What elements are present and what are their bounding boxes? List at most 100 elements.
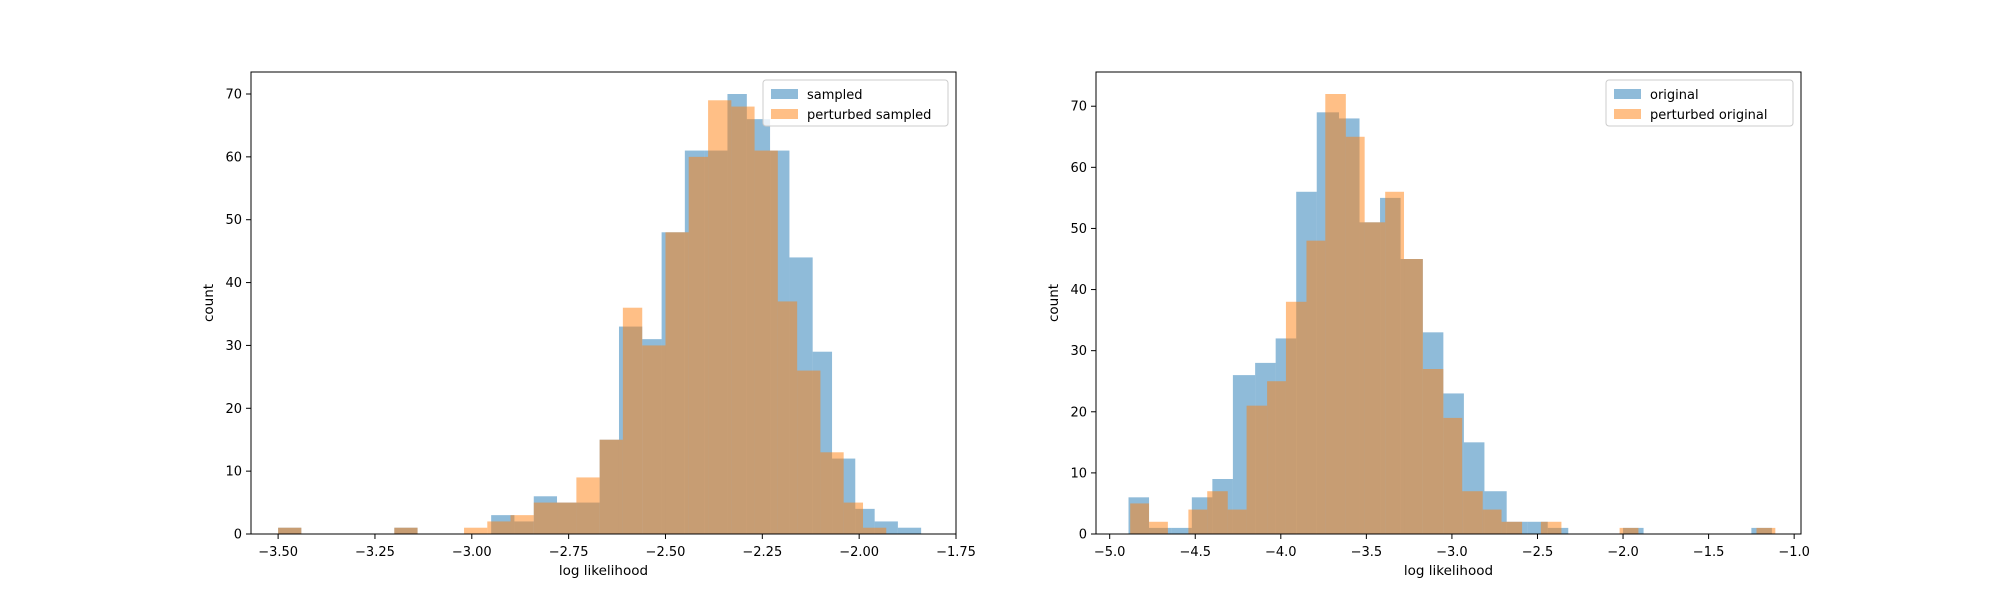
legend: original perturbed original <box>1605 79 1794 127</box>
axes-frame <box>1095 71 1802 535</box>
histogram-bar <box>777 301 798 534</box>
histogram-bar <box>1462 491 1483 534</box>
histogram-bar <box>731 106 755 534</box>
y-tick-label: 40 <box>1070 283 1087 298</box>
histogram-bar <box>1619 527 1639 534</box>
legend-entry: perturbed sampled <box>807 108 931 123</box>
histogram-bar <box>1227 509 1247 534</box>
histogram-bar <box>1756 527 1776 534</box>
x-tick-label: −4.5 <box>1179 545 1211 560</box>
chart-panel-1: −3.50 −3.25 −3.00 −2.75 −2.50 −2.25 −2.00 −1.75… <box>201 71 976 579</box>
histogram-bar <box>557 502 577 534</box>
x-tick-label: −4.0 <box>1265 545 1297 560</box>
histogram-bar <box>665 232 689 535</box>
histogram-bar <box>1207 491 1228 534</box>
y-axis-label: count <box>201 284 217 322</box>
histogram-bar <box>642 345 666 534</box>
legend: sampled perturbed sampled <box>762 79 949 127</box>
x-tick-label: −1.0 <box>1778 545 1810 560</box>
y-tick-label: 50 <box>225 213 242 228</box>
legend-box <box>1605 79 1794 127</box>
y-tick-label: 10 <box>225 465 242 480</box>
legend-swatch <box>771 89 798 99</box>
histogram-bar <box>1149 521 1168 534</box>
histogram-bar <box>1404 259 1423 534</box>
series-2 <box>278 100 887 535</box>
histogram-bar <box>1422 369 1444 534</box>
y-tick-label: 60 <box>1070 161 1087 176</box>
histogram-bar <box>688 156 709 535</box>
histogram-bar <box>1345 136 1365 534</box>
histogram-bar <box>863 527 887 534</box>
histogram-bar <box>1385 191 1405 534</box>
legend-entry: sampled <box>807 88 863 103</box>
y-tick-label: 20 <box>225 402 242 417</box>
series-2 <box>1130 94 1776 535</box>
histogram-bar <box>464 527 488 534</box>
axes-frame <box>250 71 957 535</box>
histogram-bar <box>1267 381 1286 534</box>
y-tick-label: 70 <box>1070 100 1087 115</box>
legend-swatch <box>1614 89 1641 99</box>
legend-swatch <box>1614 109 1641 119</box>
x-tick-label: −3.25 <box>355 545 395 560</box>
x-tick-label: −5.0 <box>1094 545 1126 560</box>
histogram-bar <box>1306 240 1326 535</box>
histogram-bar <box>754 150 778 534</box>
histogram-bar <box>843 502 864 534</box>
x-tick-label: −2.25 <box>742 545 782 560</box>
x-axis-label: log likelihood <box>1404 563 1493 579</box>
histogram-bar <box>394 527 418 534</box>
y-tick-label: 30 <box>1070 344 1087 359</box>
legend-entry: perturbed original <box>1650 108 1768 123</box>
legend-swatch <box>771 109 798 119</box>
histogram-bar <box>622 307 643 534</box>
y-tick-label: 40 <box>225 276 242 291</box>
histogram-bar <box>1501 521 1523 534</box>
histogram-bar <box>599 439 623 534</box>
legend-box <box>762 79 949 127</box>
histogram-bar <box>1188 509 1208 534</box>
histogram-bar <box>1325 94 1346 534</box>
y-tick-label: 50 <box>1070 222 1087 237</box>
histogram-bar <box>510 515 534 534</box>
histogram-bar <box>1443 417 1463 534</box>
x-tick-label: −3.5 <box>1351 545 1383 560</box>
histogram-bar <box>576 477 600 534</box>
y-tick-label: 0 <box>234 528 242 543</box>
y-tick-label: 30 <box>225 339 242 354</box>
y-tick-label: 10 <box>1070 466 1087 481</box>
y-axis-label: count <box>1046 284 1062 322</box>
x-axis-label: log likelihood <box>559 563 648 579</box>
x-tick-label: −2.75 <box>549 545 589 560</box>
x-tick-label: −1.75 <box>936 545 976 560</box>
histogram-bar <box>1285 301 1307 534</box>
histogram-bar <box>1482 509 1502 534</box>
x-tick-label: −3.50 <box>258 545 298 560</box>
histogram-bar <box>1364 222 1386 534</box>
x-tick-label: −1.5 <box>1693 545 1725 560</box>
y-tick-label: 60 <box>225 150 242 165</box>
histogram-bar <box>1171 527 1192 534</box>
x-tick-label: −2.0 <box>1607 545 1639 560</box>
histogram-bar <box>1130 503 1150 534</box>
y-tick-label: 20 <box>1070 405 1087 420</box>
y-tick-label: 0 <box>1079 528 1087 543</box>
histogram-bar <box>278 527 302 534</box>
histogram-bar <box>1246 405 1268 534</box>
x-tick-label: −3.0 <box>1436 545 1468 560</box>
legend-entry: original <box>1650 88 1699 103</box>
x-tick-label: −2.5 <box>1522 545 1554 560</box>
histogram-bar <box>820 452 844 534</box>
histogram-bar <box>897 527 922 534</box>
histogram-bar <box>1540 521 1562 534</box>
x-tick-label: −2.50 <box>646 545 686 560</box>
histogram-bar <box>487 521 511 534</box>
histogram-bar <box>797 370 821 534</box>
chart-panel-2: −5.0 −4.5 −4.0 −3.5 −3.0 −2.5 −2.0 −1.5 −1.0 0 10 2… <box>1046 71 1810 579</box>
histogram-bar <box>708 100 732 534</box>
histogram-bar <box>533 502 558 534</box>
x-tick-label: −2.00 <box>839 545 879 560</box>
x-tick-label: −3.00 <box>452 545 492 560</box>
